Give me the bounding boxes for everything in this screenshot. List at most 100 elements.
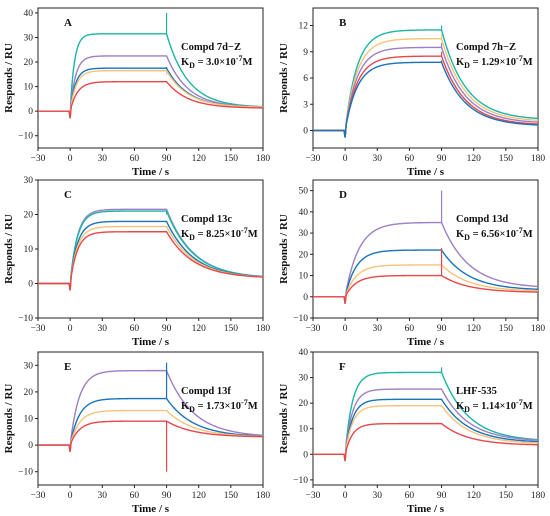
y-tick-label: −10	[18, 132, 33, 142]
y-tick-label: 0	[28, 107, 33, 117]
x-tick-label: 150	[499, 324, 514, 334]
x-tick-label: −30	[306, 491, 321, 501]
panel-letter: A	[64, 17, 72, 29]
x-tick-label: 150	[224, 491, 239, 501]
x-tick-label: −30	[306, 324, 321, 334]
series-line-orange	[313, 37, 539, 138]
y-tick-label: 40	[24, 9, 34, 19]
compound-label: Compd 13c	[181, 214, 232, 225]
plot-frame	[37, 7, 264, 149]
x-tick-label: 60	[130, 324, 140, 334]
panel-E: −30 0 30 60 90 120 150 180 −10 0 10 20 30 Time / s Res…	[3, 351, 271, 515]
x-tick-label: 90	[162, 324, 172, 334]
y-axis-title: Responds / RU	[278, 384, 290, 454]
x-tick-label: 150	[499, 491, 514, 501]
x-axis-title: Time / s	[132, 166, 170, 178]
series-line-orange	[38, 409, 264, 452]
x-tick-label: 120	[467, 491, 482, 501]
x-axis-title: Time / s	[407, 503, 445, 515]
series-line-blue	[313, 61, 539, 138]
x-tick-label: 180	[531, 491, 546, 501]
y-axis-title: Responds / RU	[3, 214, 15, 284]
y-axis-title: Responds / RU	[3, 43, 15, 113]
series-line-purple	[38, 55, 264, 119]
y-tick-label: 20	[299, 399, 309, 409]
y-tick-label: 10	[24, 245, 34, 255]
x-tick-label: 90	[162, 154, 172, 164]
x-tick-label: 150	[224, 154, 239, 164]
x-tick-label: 0	[343, 324, 348, 334]
x-tick-label: 60	[405, 324, 415, 334]
series-line-orange	[313, 264, 539, 304]
y-tick-label: 30	[299, 229, 309, 239]
plot-frame	[312, 7, 539, 149]
x-tick-label: 120	[467, 324, 482, 334]
plot-frame	[312, 351, 539, 486]
x-tick-label: 30	[373, 491, 383, 501]
x-tick-label: 30	[98, 154, 108, 164]
y-tick-label: 0	[28, 280, 33, 290]
y-tick-label: 0	[303, 293, 308, 303]
series-line-blue	[313, 398, 539, 462]
x-tick-label: 150	[224, 324, 239, 334]
x-tick-label: 0	[343, 154, 348, 164]
x-tick-label: 0	[68, 491, 73, 501]
series-line-purple	[313, 388, 539, 462]
y-tick-label: 0	[303, 127, 308, 137]
y-tick-label: 20	[24, 388, 34, 398]
compound-label: Compd 13f	[181, 386, 231, 397]
series-line-red	[38, 420, 264, 452]
x-tick-label: 0	[68, 324, 73, 334]
x-tick-label: 0	[343, 491, 348, 501]
x-tick-label: 60	[130, 491, 140, 501]
x-tick-label: 180	[256, 491, 271, 501]
x-axis-title: Time / s	[407, 166, 445, 178]
panel-B: −30 0 30 60 90 120 150 180 0 3 6 9 12 Time / s Respond…	[278, 7, 545, 178]
x-tick-label: 120	[467, 154, 482, 164]
y-tick-label: 10	[24, 83, 34, 93]
x-tick-label: 30	[98, 491, 108, 501]
x-tick-label: −30	[306, 154, 321, 164]
y-tick-label: 9	[303, 48, 308, 58]
series-line-purple	[313, 46, 539, 138]
series-line-teal	[313, 371, 539, 462]
panel-letter: E	[64, 361, 71, 373]
y-tick-label: 6	[303, 74, 308, 84]
series-line-teal	[38, 210, 264, 291]
series-line-red	[313, 274, 539, 304]
y-tick-label: 30	[299, 374, 309, 384]
y-tick-label: 20	[24, 211, 34, 221]
panel-C: −30 0 30 60 90 120 150 180 −10 0 10 20 30 Time / s Res…	[3, 176, 270, 348]
y-tick-label: 30	[24, 176, 34, 186]
y-tick-label: 20	[299, 250, 309, 260]
x-tick-label: −30	[31, 154, 46, 164]
y-tick-label: 10	[299, 272, 309, 282]
x-tick-label: 120	[192, 324, 207, 334]
x-tick-label: −30	[31, 491, 46, 501]
y-tick-label: 20	[24, 58, 34, 68]
y-tick-label: −10	[293, 314, 308, 324]
x-tick-label: 60	[405, 154, 415, 164]
y-tick-label: 30	[24, 33, 34, 43]
series-line-teal	[38, 33, 264, 119]
y-tick-label: −10	[18, 468, 33, 478]
compound-label: Compd 7d−Z	[181, 42, 241, 53]
panel-letter: B	[339, 17, 347, 29]
series-line-red	[313, 422, 539, 462]
panel-F: −30 0 30 60 90 120 150 180 −10 0 10 20 30 40 Time / s R…	[278, 348, 545, 515]
compound-label: Compd 7h−Z	[456, 42, 516, 53]
y-axis-title: Responds / RU	[278, 43, 290, 113]
x-tick-label: 60	[405, 491, 415, 501]
kd-label: KD = 3.0×10-7M	[181, 54, 252, 70]
x-tick-label: 90	[437, 491, 447, 501]
x-tick-label: 30	[373, 324, 383, 334]
series-line-blue	[313, 249, 539, 304]
x-tick-label: 90	[437, 154, 447, 164]
x-tick-label: 30	[98, 324, 108, 334]
y-tick-label: −10	[18, 314, 33, 324]
y-tick-label: −10	[293, 476, 308, 486]
series-line-red	[38, 80, 264, 119]
panel-D: −30 0 30 60 90 120 150 180 −10 0 10 20 30 40 50 Time / …	[278, 179, 545, 348]
